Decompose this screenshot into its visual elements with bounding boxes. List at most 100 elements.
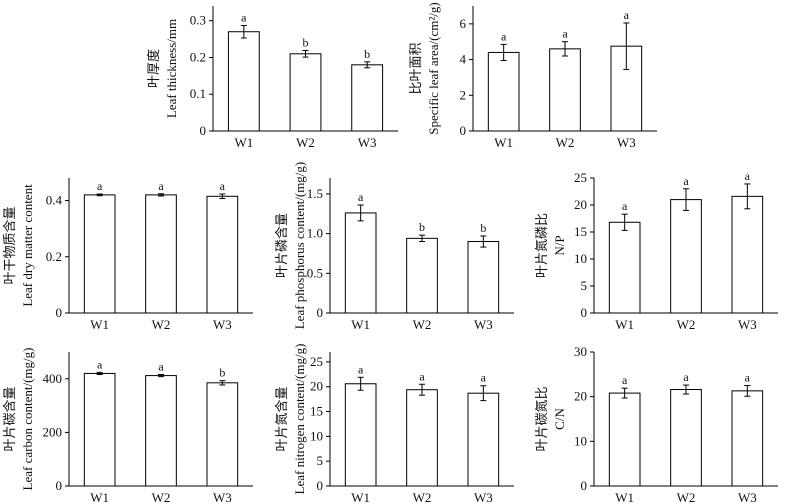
panel1-y-tick-label: 0.2 xyxy=(190,49,206,64)
panel1-y-tick-label: 0.3 xyxy=(190,13,206,28)
panel7-ylabel-zh: 叶片氮含量 xyxy=(274,386,289,451)
panel2-bar xyxy=(487,51,520,132)
panel5-x-tick-label: W2 xyxy=(677,317,696,332)
panel2-y-tick-label: 6 xyxy=(460,16,467,31)
panel7-y-tick-label: 25 xyxy=(310,354,323,369)
panel3-x-tick-label: W3 xyxy=(213,317,232,332)
panel6-bar xyxy=(206,382,239,487)
panel5-significance-letter: a xyxy=(683,174,689,188)
panel7-y-tick-label: 10 xyxy=(310,428,323,443)
panel5-ylabel-zh: 叶片氮磷比 xyxy=(534,213,549,278)
panel6-significance-letter: b xyxy=(219,366,225,380)
panel1-bar xyxy=(227,31,260,132)
panel7-significance-letter: a xyxy=(419,369,425,383)
panel5-y-tick-label: 15 xyxy=(574,224,587,239)
panel7-y-tick-label: 0 xyxy=(317,478,324,493)
panel5-y-tick-label: 5 xyxy=(581,278,588,293)
panel7-bar xyxy=(467,392,500,487)
panel3-y-tick-label: 0.4 xyxy=(46,193,63,208)
panel2-significance-letter: a xyxy=(624,8,630,22)
panel7-x-tick-label: W1 xyxy=(351,490,370,504)
panel8-y-tick-label: 0 xyxy=(581,478,588,493)
panel8-y-tick-label: 30 xyxy=(574,344,587,359)
panel5-x-tick-label: W1 xyxy=(615,317,634,332)
panel2-y-tick-label: 0 xyxy=(460,123,467,138)
panel2-x-tick-label: W1 xyxy=(494,135,513,150)
panel7-x-tick-label: W3 xyxy=(474,490,493,504)
panel4-x-tick-label: W3 xyxy=(474,317,493,332)
panel4-ylabel-zh: 叶片磷含量 xyxy=(274,213,289,278)
panel8-y-tick-label: 20 xyxy=(574,389,587,404)
panel1-x-tick-label: W1 xyxy=(234,135,253,150)
panel8-bar xyxy=(731,390,764,487)
panel2-bar xyxy=(549,48,581,132)
panel1-bar xyxy=(289,53,322,132)
panel6-x-tick-label: W1 xyxy=(90,490,109,504)
panel8-significance-letter: a xyxy=(683,370,689,384)
panel1-y-tick-label: 0.1 xyxy=(190,86,206,101)
panel5-x-tick-label: W3 xyxy=(738,317,757,332)
panel3-significance-letter: a xyxy=(220,179,226,193)
panel2-y-tick-label: 4 xyxy=(460,52,467,67)
panel7-y-tick-label: 15 xyxy=(310,404,323,419)
panel1-bar xyxy=(351,64,384,132)
panel3-bar xyxy=(206,195,239,314)
panel6-significance-letter: a xyxy=(97,357,103,371)
panel3-ylabel-en: Leaf dry matter content xyxy=(20,184,35,307)
panel2-x-tick-label: W2 xyxy=(556,135,575,150)
panel6-bar xyxy=(145,375,177,487)
panel3-y-tick-label: 0 xyxy=(56,305,63,320)
panel3-x-tick-label: W2 xyxy=(152,317,171,332)
panel3-ylabel-zh: 叶干物质含量 xyxy=(2,206,17,284)
panel7-significance-letter: a xyxy=(358,362,364,376)
panel3-significance-letter: a xyxy=(97,179,103,193)
panel8-y-tick-label: 10 xyxy=(574,433,587,448)
panel4-ylabel-en: Leaf phosphorus content/(mg/g) xyxy=(292,162,307,330)
panel3-bar xyxy=(145,194,177,314)
panel4-x-tick-label: W1 xyxy=(351,317,370,332)
panel4-significance-letter: a xyxy=(358,190,364,204)
panel7-bar xyxy=(344,383,377,487)
panel8-ylabel-zh: 叶片碳氮比 xyxy=(534,386,549,451)
panel2-x-tick-label: W3 xyxy=(617,135,636,150)
panel4-bar xyxy=(406,237,438,314)
panel4-y-tick-label: 0 xyxy=(317,305,324,320)
panel8-significance-letter: a xyxy=(745,371,751,385)
panel7-significance-letter: a xyxy=(481,371,487,385)
panel6-y-tick-label: 400 xyxy=(43,371,63,386)
panel6-ylabel-zh: 叶片碳含量 xyxy=(2,386,17,451)
panel6-x-tick-label: W2 xyxy=(152,490,171,504)
panel8-significance-letter: a xyxy=(622,373,628,387)
panel7-ylabel-en: Leaf nitrogen content/(mg/g) xyxy=(292,344,307,495)
panel1-ylabel-zh: 叶厚度 xyxy=(146,49,161,88)
panel8-x-tick-label: W1 xyxy=(615,490,634,504)
panel5-y-tick-label: 25 xyxy=(574,170,587,185)
panel2-y-tick-label: 2 xyxy=(460,87,467,102)
panel8-bar xyxy=(608,392,641,487)
panel5-bar xyxy=(731,195,764,314)
panel8-ylabel-en: C/N xyxy=(552,408,567,430)
panel6-significance-letter: a xyxy=(158,360,164,374)
panel2-significance-letter: a xyxy=(501,29,507,43)
panel3-bar xyxy=(83,194,116,314)
panel8-x-tick-label: W2 xyxy=(677,490,696,504)
panel1-significance-letter: a xyxy=(241,10,247,24)
panel6-ylabel-en: Leaf carbon content/(mg/g) xyxy=(20,348,35,491)
panel2-ylabel-en: Specific leaf area/(cm²/g) xyxy=(426,2,441,134)
panel6-x-tick-label: W3 xyxy=(213,490,232,504)
panel7-x-tick-label: W2 xyxy=(413,490,432,504)
panel5-y-tick-label: 10 xyxy=(574,251,587,266)
panel8-x-tick-label: W3 xyxy=(738,490,757,504)
panel7-y-tick-label: 20 xyxy=(310,379,323,394)
panel4-bar xyxy=(467,241,500,314)
panel4-y-tick-label: 0.5 xyxy=(307,265,323,280)
panel5-bar xyxy=(670,199,702,314)
panel4-y-tick-label: 1.5 xyxy=(307,186,323,201)
panel2-significance-letter: a xyxy=(562,27,568,41)
panel2-ylabel-zh: 比叶面积 xyxy=(408,42,423,94)
panel1-ylabel-en: Leaf thickness/mm xyxy=(164,19,179,118)
panel5-significance-letter: a xyxy=(745,169,751,183)
panel8-bar xyxy=(670,389,702,487)
panel1-y-tick-label: 0 xyxy=(200,123,207,138)
